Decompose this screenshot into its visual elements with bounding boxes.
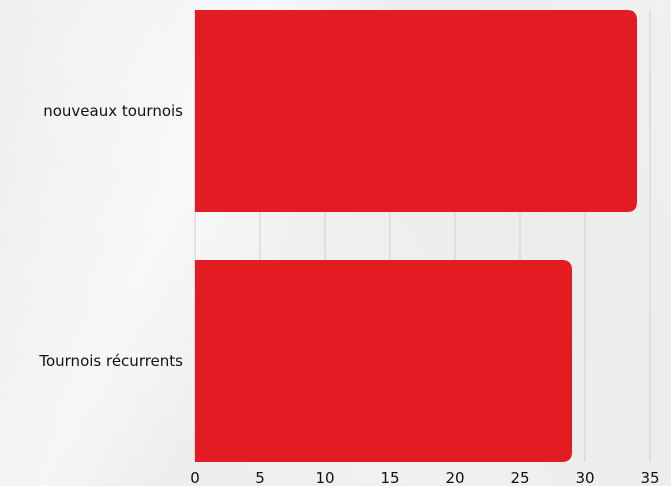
x-axis-tick-labels: 0 5 10 15 20 25 30 35 — [190, 469, 659, 486]
bar-1 — [195, 10, 637, 212]
x-tick-label-30: 30 — [575, 469, 594, 486]
x-tick-label-0: 0 — [190, 469, 200, 486]
category-label-2: Tournois récurrents — [38, 352, 183, 370]
category-labels: nouveaux tournois Tournois récurrents — [38, 102, 183, 370]
bars — [195, 10, 637, 462]
category-label-1: nouveaux tournois — [43, 102, 183, 120]
x-tick-label-15: 15 — [380, 469, 399, 486]
x-tick-label-25: 25 — [510, 469, 529, 486]
x-tick-label-35: 35 — [640, 469, 659, 486]
x-tick-label-5: 5 — [255, 469, 265, 486]
x-tick-label-10: 10 — [315, 469, 334, 486]
x-tick-label-20: 20 — [445, 469, 464, 486]
bar-2 — [195, 260, 572, 462]
